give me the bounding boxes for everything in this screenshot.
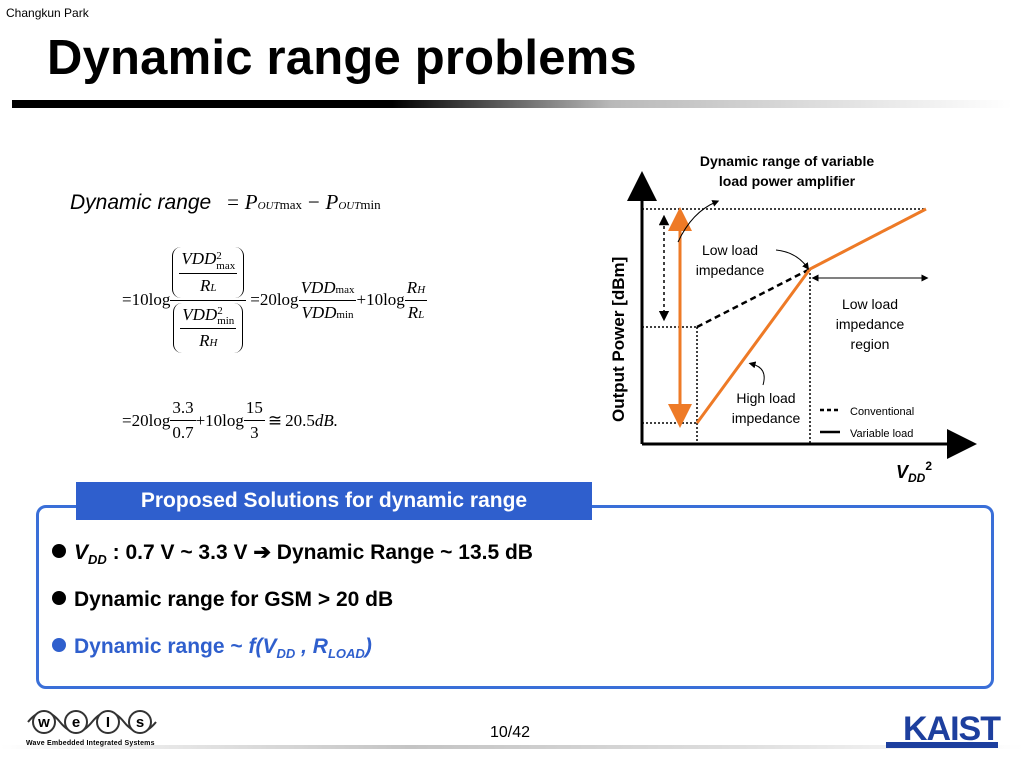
- bullet-dot-icon: [52, 544, 66, 559]
- eq2-ten: 10: [131, 290, 149, 309]
- svg-text:s: s: [136, 714, 144, 731]
- upper-paren-fraction: VDD2 max RL: [172, 247, 245, 298]
- solutions-tab: Proposed Solutions for dynamic range: [76, 482, 592, 520]
- bullet-dot-icon: [52, 591, 66, 606]
- kaist-logo-bar: [886, 742, 998, 748]
- label-region-line-1: Low load: [842, 296, 898, 312]
- diagram-title-line-2: load power amplifier: [719, 173, 856, 189]
- y-axis-label: Output Power [dBm]: [609, 257, 628, 422]
- callout-low-load: [775, 249, 810, 270]
- title-underline: [12, 100, 1012, 108]
- equation-eq-sign: =: [227, 190, 239, 214]
- eq2-log-3: log: [383, 290, 405, 309]
- dynamic-range-diagram: Dynamic range of variable load power amp…: [609, 153, 977, 485]
- approx-sign: ≅: [267, 410, 283, 430]
- svg-text:I: I: [106, 714, 110, 731]
- ratio-15-over-3: 15 3: [243, 398, 265, 442]
- svg-text:e: e: [72, 714, 80, 731]
- callout-top: [677, 200, 720, 243]
- eq2-log: log: [148, 290, 171, 309]
- min-sub: min: [360, 197, 381, 212]
- equation-line-2: = 10 log VDD2 max RL VDD2 min RH = 20 log: [122, 240, 428, 360]
- big-fraction: VDD2 max RL VDD2 min RH: [170, 247, 247, 353]
- minus-sign: −: [307, 190, 320, 214]
- legend-label-variable-load: Variable load: [850, 428, 913, 440]
- eq2-log-2: log: [276, 290, 299, 309]
- p-out-max: POUT: [244, 190, 280, 214]
- author-name: Changkun Park: [6, 6, 89, 20]
- variable-load-curve: [695, 207, 927, 424]
- eq3-twenty: 20: [131, 410, 149, 430]
- eq2-twenty: 20: [259, 290, 277, 309]
- bullet-function: Dynamic range ~ f(VDD , RLOAD): [52, 635, 372, 661]
- equation-label: Dynamic range: [70, 191, 212, 214]
- label-region-line-2: impedance: [836, 316, 905, 332]
- eq3-log-2: log: [222, 410, 244, 430]
- r-ratio-fraction: RH RL: [404, 277, 428, 322]
- x-axis-label: VDD2: [896, 459, 932, 485]
- equation-line-3: = 20 log 3.3 0.7 +10 log 15 3 ≅ 20.5 dB.: [122, 398, 338, 443]
- p-out-min: POUT: [325, 190, 361, 214]
- lower-paren-fraction: VDD2 min RH: [173, 302, 244, 353]
- label-low-load-line-2: impedance: [696, 262, 765, 278]
- bullet-vdd-range: VDD : 0.7 V ~ 3.3 V ➔ Dynamic Range ~ 13…: [52, 540, 533, 567]
- diagram-title-line-1: Dynamic range of variable: [700, 153, 875, 169]
- result-unit: dB.: [314, 410, 339, 430]
- bullet-gsm: Dynamic range for GSM > 20 dB: [52, 588, 393, 612]
- weis-tagline: Wave Embedded Integrated Systems: [26, 740, 155, 747]
- equation-line-1: Dynamic range = POUTmax − POUTmin: [70, 190, 381, 215]
- eq2-ten-2: 10: [366, 290, 384, 309]
- callout-high-load: [748, 361, 765, 386]
- legend-label-conventional: Conventional: [850, 406, 914, 418]
- eq2-equals-2: =: [250, 290, 260, 309]
- kaist-logo: KAIST: [903, 710, 1001, 748]
- right-arrow-icon: ➔: [253, 541, 271, 564]
- svg-text:w: w: [37, 714, 50, 731]
- max-sub: max: [279, 197, 302, 212]
- eq2-equals: =: [122, 290, 132, 309]
- page-number: 10/42: [490, 724, 531, 741]
- eq3-plus: +: [195, 410, 206, 430]
- ratio-3-3-over-0-7: 3.3 0.7: [170, 398, 196, 442]
- result-value: 20.5: [285, 410, 315, 430]
- slide-title: Dynamic range problems: [47, 31, 637, 85]
- label-low-load-line-1: Low load: [702, 242, 758, 258]
- footer-rule: [0, 745, 1024, 749]
- bullet-dot-icon: [52, 638, 66, 653]
- label-high-load-line-1: High load: [736, 390, 795, 406]
- vdd-ratio-fraction: VDDmax VDDmin: [298, 277, 357, 322]
- label-high-load-line-2: impedance: [732, 410, 801, 426]
- eq2-plus: +: [356, 290, 367, 309]
- eq3-ten: 10: [205, 410, 223, 430]
- label-region-line-3: region: [851, 336, 890, 352]
- weis-logo: w e I s: [27, 710, 157, 734]
- eq3-equals: =: [122, 410, 132, 430]
- eq3-log: log: [148, 410, 171, 430]
